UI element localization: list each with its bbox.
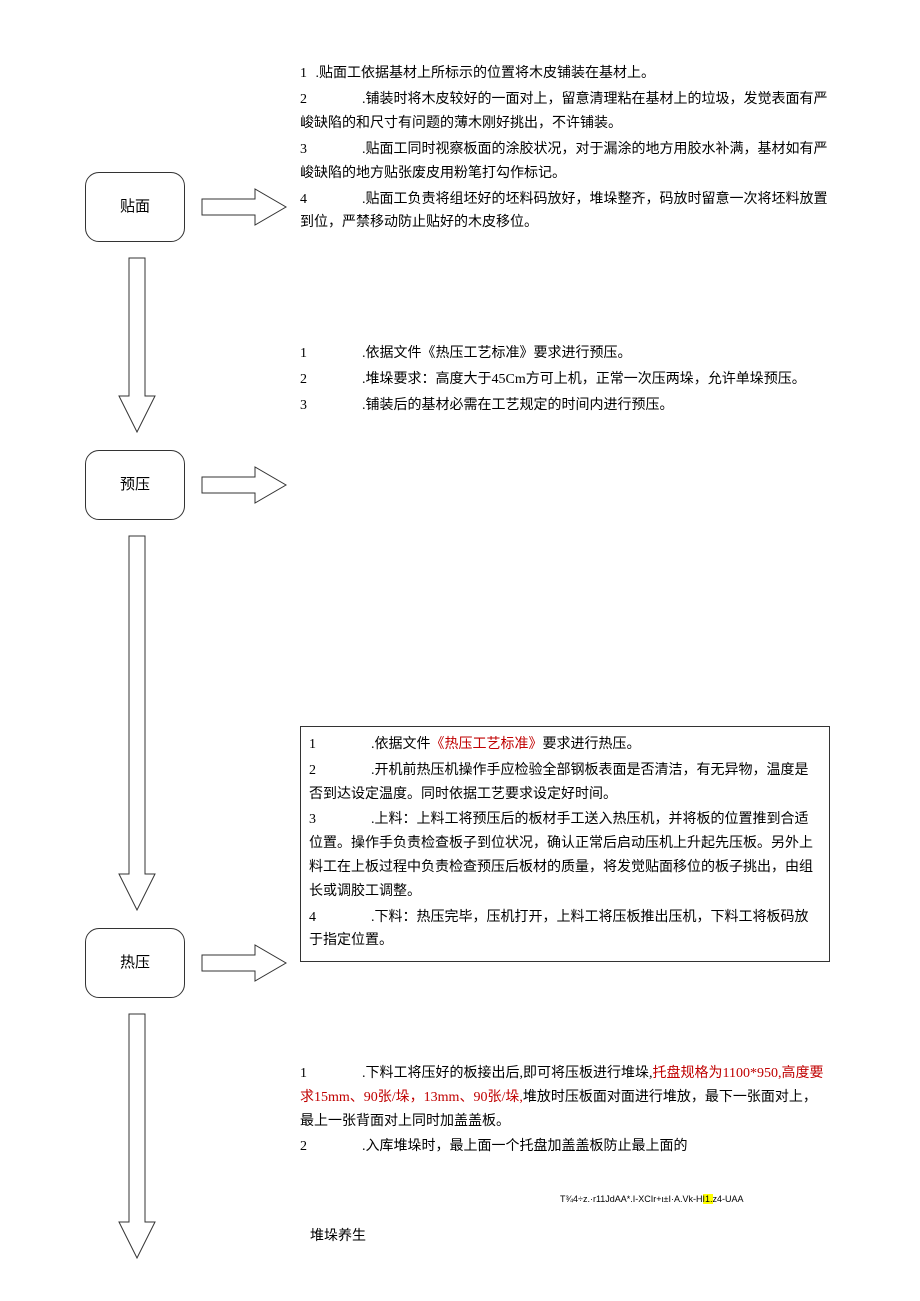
section1-right: 3.贴面工同时视察板面的涂胶状况，对于漏涂的地方用胶水补满，基材如有严峻缺陷的地… (300, 138, 830, 237)
s1-p3: 3.贴面工同时视察板面的涂胶状况，对于漏涂的地方用胶水补满，基材如有严峻缺陷的地… (300, 138, 830, 186)
s2-p3: 3.铺装后的基材必需在工艺规定的时间内进行预压。 (300, 394, 830, 418)
s1-p1: 1 .贴面工依据基材上所标示的位置将木皮铺装在基材上。 (300, 62, 830, 86)
box-yuya-label: 预压 (120, 473, 150, 497)
section1-top: 1 .贴面工依据基材上所标示的位置将木皮铺装在基材上。 2.铺装时将木皮较好的一… (300, 62, 830, 137)
s3-p1: 1.依据文件《热压工艺标准》要求进行热压。 (309, 733, 821, 757)
footer-code-hl: I1. (703, 1194, 713, 1204)
s1-p4: 4.贴面工负责将组坯好的坯料码放好，堆垛整齐，码放时留意一次将坯料放置到位，严禁… (300, 188, 830, 236)
footer-code-a: T¾4÷z.·r11JdAA*.I-XCIr+ι±I·A.Vk-H (560, 1194, 703, 1204)
s3-p4: 4.下料：热压完毕，压机打开，上料工将压板推出压机，下料工将板码放于指定位置。 (309, 906, 821, 954)
box-tiemian-label: 贴面 (120, 195, 150, 219)
s1-p2: 2.铺装时将木皮较好的一面对上，留意清理粘在基材上的垃圾，发觉表面有严峻缺陷的和… (300, 88, 830, 136)
arrow-right-1 (200, 185, 290, 229)
section2: 1.依据文件《热压工艺标准》要求进行预压。 2.堆垛要求：高度大于45Cm方可上… (300, 342, 830, 419)
s2-p1: 1.依据文件《热压工艺标准》要求进行预压。 (300, 342, 830, 366)
s4-p2: 2.入库堆垛时，最上面一个托盘加盖盖板防止最上面的 (300, 1135, 830, 1159)
section4-tail: 堆垛养生 (310, 1225, 510, 1251)
arrow-right-2 (200, 463, 290, 507)
arrow-down-3 (115, 1012, 159, 1262)
arrow-down-2 (115, 534, 159, 914)
s4-p1: 1.下料工将压好的板接出后,即可将压板进行堆垛,托盘规格为1100*950,高度… (300, 1062, 830, 1133)
page: 1 .贴面工依据基材上所标示的位置将木皮铺装在基材上。 2.铺装时将木皮较好的一… (0, 0, 920, 1301)
arrow-down-1 (115, 256, 159, 436)
section4: 1.下料工将压好的板接出后,即可将压板进行堆垛,托盘规格为1100*950,高度… (300, 1062, 830, 1161)
s2-p2: 2.堆垛要求：高度大于45Cm方可上机，正常一次压两垛，允许单垛预压。 (300, 368, 830, 392)
box-reya-label: 热压 (120, 951, 150, 975)
box-tiemian: 贴面 (85, 172, 185, 242)
footer-code-b: z4-UAA (713, 1194, 744, 1204)
footer-code: T¾4÷z.·r11JdAA*.I-XCIr+ι±I·A.Vk-HI1.z4-U… (560, 1192, 744, 1206)
section3: 1.依据文件《热压工艺标准》要求进行热压。 2.开机前热压机操作手应检验全部钢板… (300, 726, 830, 962)
s3-p2: 2.开机前热压机操作手应检验全部钢板表面是否清洁，有无异物，温度是否到达设定温度… (309, 759, 821, 807)
box-reya: 热压 (85, 928, 185, 998)
box-yuya: 预压 (85, 450, 185, 520)
s4-p3: 堆垛养生 (310, 1225, 510, 1249)
s3-p3: 3.上料：上料工将预压后的板材手工送入热压机，并将板的位置推到合适位置。操作手负… (309, 808, 821, 903)
arrow-right-3 (200, 941, 290, 985)
